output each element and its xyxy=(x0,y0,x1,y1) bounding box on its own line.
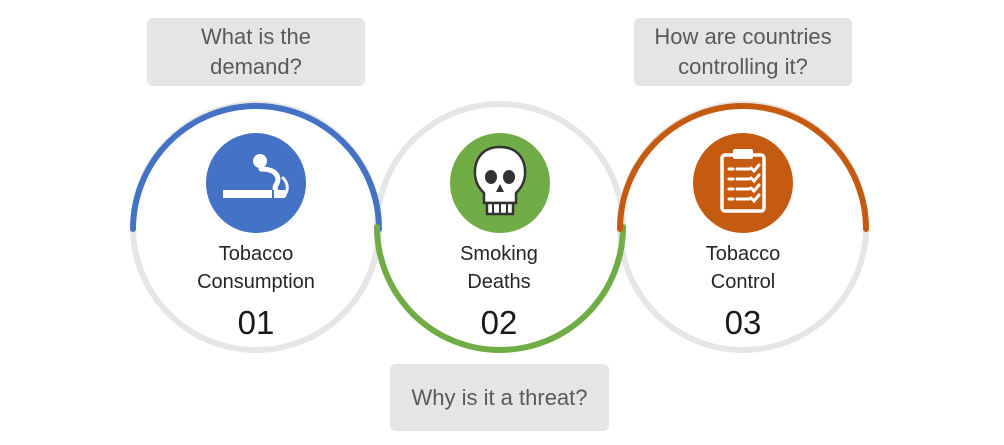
step-3-icon-badge xyxy=(693,133,793,233)
step-3-label-line-2: Control xyxy=(710,271,776,293)
clipboard-checklist-icon xyxy=(720,149,766,213)
step-1-number: 01 xyxy=(237,304,275,341)
question-1-line-1: What is the xyxy=(200,24,312,49)
skull-icon xyxy=(473,145,527,216)
step-2-number: 02 xyxy=(480,304,518,341)
step-1-label: Tobacco Consumption xyxy=(166,240,346,296)
step-1-label-line-2: Consumption xyxy=(197,271,315,293)
step-1-label-line-1: Tobacco xyxy=(218,243,294,265)
question-box-2: Why is it a threat? xyxy=(390,364,609,431)
ring-arc-2 xyxy=(374,224,626,353)
step-1-icon-badge xyxy=(206,133,306,233)
question-2-line-1: Why is it a threat? xyxy=(411,384,588,410)
step-2-icon-badge xyxy=(450,133,550,233)
ring-arc-3 xyxy=(617,103,869,232)
question-3-line-2: controlling it? xyxy=(678,54,808,79)
step-3-number: 03 xyxy=(724,304,762,341)
step-2-label-line-1: Smoking xyxy=(460,243,538,265)
question-3-line-1: How are countries xyxy=(654,24,832,49)
question-1-line-2: demand? xyxy=(210,54,302,79)
question-box-3: How are countries controlling it? xyxy=(634,18,852,86)
question-box-1: What is the demand? xyxy=(147,18,365,86)
step-3-label-line-1: Tobacco xyxy=(705,243,781,265)
step-3-label: Tobacco Control xyxy=(653,240,833,296)
step-2-label-line-2: Deaths xyxy=(467,271,531,293)
step-2-label: Smoking Deaths xyxy=(409,240,589,296)
cigarette-icon xyxy=(223,154,289,198)
ring-arc-1 xyxy=(130,103,382,232)
